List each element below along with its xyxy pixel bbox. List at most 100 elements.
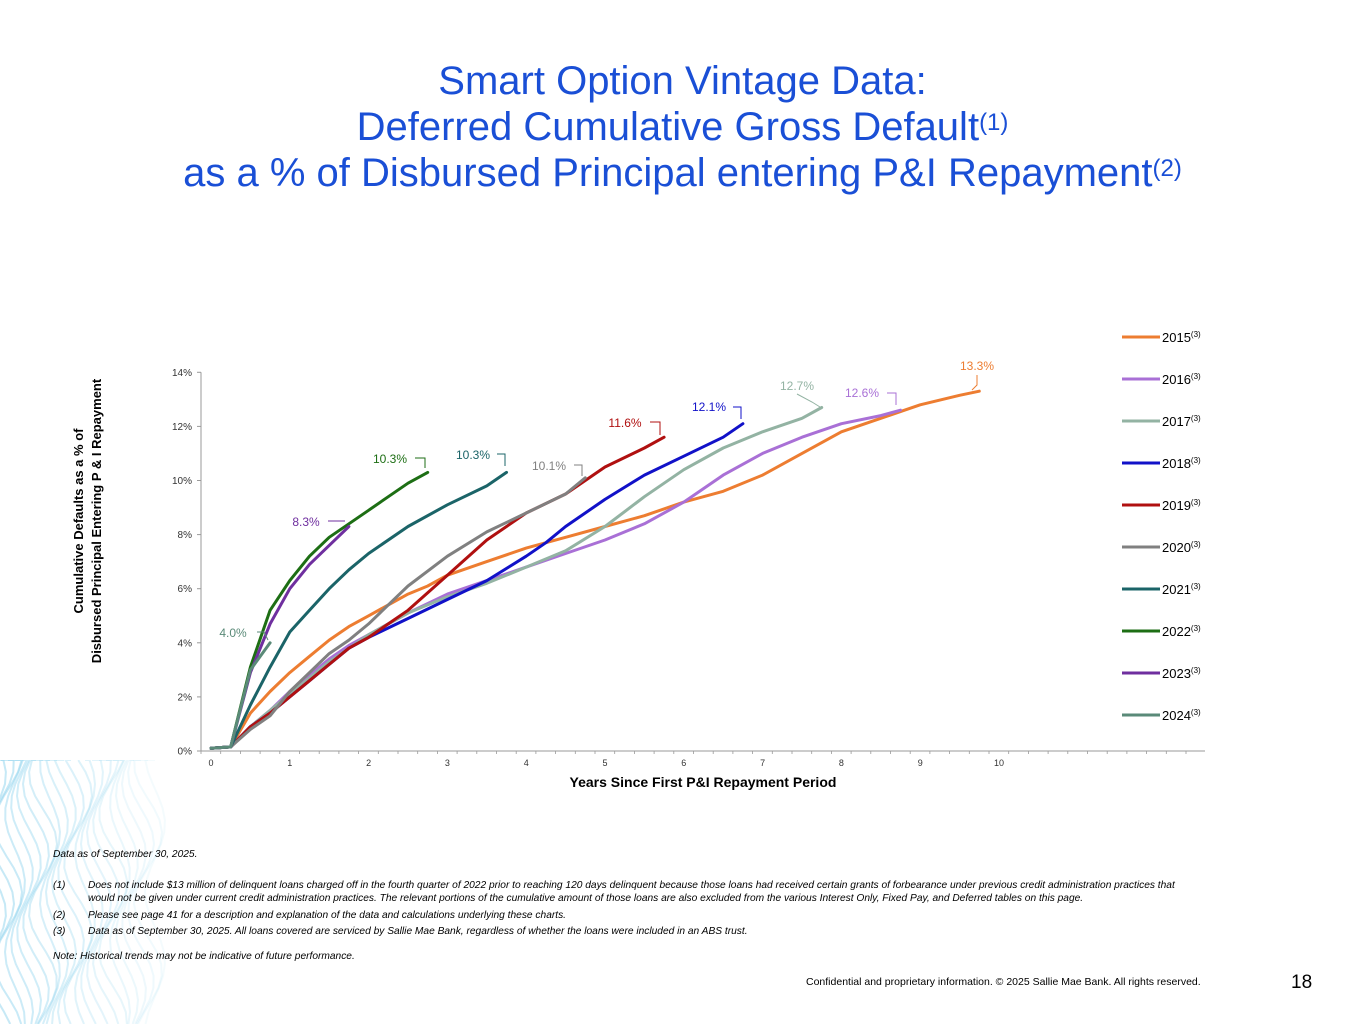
y-tick-label: 2% xyxy=(178,692,193,703)
wave-stroke xyxy=(21,760,50,1024)
x-tick-label: 3 xyxy=(445,758,450,768)
footnote-ref-1: (1) xyxy=(979,109,1009,136)
wave-stroke xyxy=(92,760,121,1024)
wave-pattern-decoration xyxy=(0,760,166,1024)
x-tick-label: 4 xyxy=(524,758,529,768)
end-label-leader-2015 xyxy=(971,375,978,391)
footnote-2-number: (2) xyxy=(53,910,66,921)
wave-stroke xyxy=(38,760,62,1024)
footnote-3-number: (3) xyxy=(53,926,66,937)
end-label-2022: 10.3% xyxy=(373,452,407,466)
legend-sup-2020: (3) xyxy=(1191,540,1201,549)
series-line-2024 xyxy=(209,641,272,750)
footnote-3-text: Data as of September 30, 2025. All loans… xyxy=(88,926,748,937)
footnote-1-text-line-2: would not be given under current credit … xyxy=(88,893,1084,904)
legend-sup-2019: (3) xyxy=(1191,498,1201,507)
wave-stroke xyxy=(127,760,156,1024)
wave-stroke xyxy=(108,760,132,1024)
legend-sup-2024: (3) xyxy=(1191,708,1201,717)
end-label-2021: 10.3% xyxy=(456,448,490,462)
wave-stroke xyxy=(28,760,59,1024)
series-line-2022 xyxy=(209,470,430,750)
end-label-leader-2018 xyxy=(733,406,742,419)
end-label-2018: 12.1% xyxy=(692,400,726,414)
wave-stroke xyxy=(120,760,147,1024)
wave-stroke xyxy=(0,760,7,938)
legend-sup-2018: (3) xyxy=(1191,456,1201,465)
wave-stroke xyxy=(44,760,70,1024)
end-label-2015: 13.3% xyxy=(960,359,994,373)
wave-stroke xyxy=(79,760,104,1024)
wave-stroke xyxy=(15,760,43,1024)
x-tick-label: 5 xyxy=(602,758,607,768)
cumulative-default-chart: 0% 2% 4% 6% 8% 10% 12% 14% 0 1 2 3 4 5 6 7 8 9 10 Years Sin… xyxy=(71,330,1205,790)
x-axis-title: Years Since First P&I Repayment Period xyxy=(570,774,837,790)
wave-stroke xyxy=(62,760,94,1024)
y-tick-label: 0% xyxy=(178,747,193,758)
legend-label-2022: 2022(3) xyxy=(1162,624,1201,639)
title-line-2-text: Deferred Cumulative Gross Default xyxy=(356,105,980,149)
x-tick-label: 10 xyxy=(994,758,1004,768)
wave-stroke xyxy=(143,760,166,1024)
y-tick-label: 4% xyxy=(178,638,193,649)
x-tick-label: 7 xyxy=(760,758,765,768)
wave-stroke xyxy=(132,760,164,1024)
series-line-2017 xyxy=(209,406,824,750)
legend-sup-2015: (3) xyxy=(1191,330,1201,339)
legend-label-2023: 2023(3) xyxy=(1162,666,1201,681)
end-label-leader-2022 xyxy=(415,457,426,468)
series-line-2021 xyxy=(209,470,508,750)
legend-label-2024: 2024(3) xyxy=(1162,708,1201,723)
end-label-leader-2017 xyxy=(796,393,821,408)
y-tick-label: 10% xyxy=(172,476,192,487)
x-tick-label: 8 xyxy=(839,758,844,768)
wave-stroke xyxy=(114,760,140,1024)
y-tick-label: 8% xyxy=(178,530,193,541)
series-line-2020 xyxy=(209,476,587,750)
end-label-2024: 4.0% xyxy=(219,626,247,640)
y-tick-label: 12% xyxy=(172,422,192,433)
end-label-leader-2020 xyxy=(574,464,583,476)
data-as-of-note: Data as of September 30, 2025. xyxy=(53,849,198,860)
y-tick-label: 6% xyxy=(178,584,193,595)
x-tick-label: 2 xyxy=(366,758,371,768)
x-tick-label: 9 xyxy=(918,758,923,768)
confidentiality-footer: Confidential and proprietary information… xyxy=(806,976,1201,988)
wave-stroke xyxy=(74,760,97,1024)
end-label-2016: 12.6% xyxy=(845,386,879,400)
legend-sup-2017: (3) xyxy=(1191,414,1201,423)
footnote-1-text-line-1: Does not include $13 million of delinque… xyxy=(88,880,1175,891)
title-line-1: Smart Option Vintage Data: xyxy=(438,59,927,103)
legend-sup-2021: (3) xyxy=(1191,582,1201,591)
y-axis-title: Cumulative Defaults as a % of Disbursed P… xyxy=(71,378,104,663)
end-label-leader-2019 xyxy=(650,421,661,435)
legend-sup-2022: (3) xyxy=(1191,624,1201,633)
wave-stroke xyxy=(97,760,128,1024)
legend-label-2016: 2016(3) xyxy=(1162,372,1201,387)
end-label-2023: 8.3% xyxy=(292,515,320,529)
wave-stroke xyxy=(0,760,16,1024)
end-label-leader-2024 xyxy=(257,631,269,641)
historical-trends-note: Note: Historical trends may not be indic… xyxy=(53,951,355,962)
series-line-2015 xyxy=(209,389,981,750)
wave-stroke xyxy=(56,760,85,1024)
page-title: Smart Option Vintage Data: Deferred Cumu… xyxy=(0,58,1365,196)
wave-stroke xyxy=(51,760,78,1024)
legend-label-2020: 2020(3) xyxy=(1162,540,1201,555)
x-tick-label: 6 xyxy=(681,758,686,768)
legend-label-2021: 2021(3) xyxy=(1162,582,1201,597)
end-label-2017: 12.7% xyxy=(780,379,814,393)
end-label-2019: 11.6% xyxy=(608,416,641,430)
footnote-1-number: (1) xyxy=(53,880,66,891)
legend-label-2017: 2017(3) xyxy=(1162,414,1201,429)
wave-stroke xyxy=(3,760,26,1024)
title-line-2: Deferred Cumulative Gross Default(1) xyxy=(0,104,1365,150)
legend-label-2015: 2015(3) xyxy=(1162,330,1201,345)
legend-label-2019: 2019(3) xyxy=(1162,498,1201,513)
page-number: 18 xyxy=(1291,972,1313,993)
end-label-leader-2021 xyxy=(497,453,506,466)
y-axis-title-line-1: Cumulative Defaults as a % of xyxy=(71,428,86,614)
legend-sup-2016: (3) xyxy=(1191,372,1201,381)
x-tick-label: 0 xyxy=(208,758,213,768)
end-label-2020: 10.1% xyxy=(532,459,566,473)
